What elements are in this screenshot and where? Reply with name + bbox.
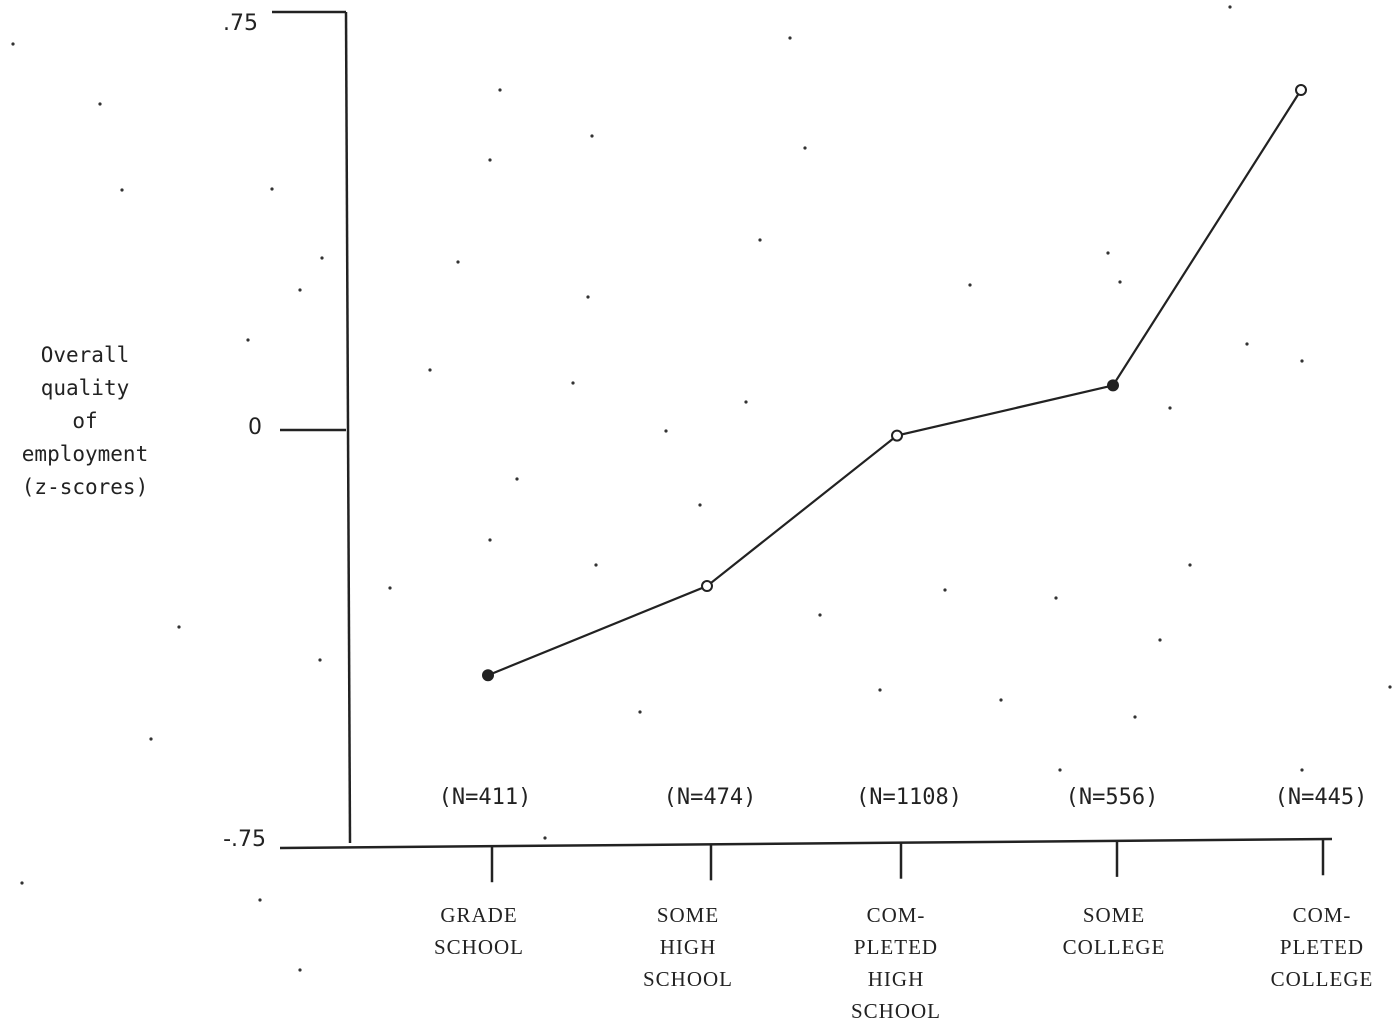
data-point — [1295, 84, 1307, 97]
sample-size-labels: (N=411) (N=474) (N=1108) (N=556) (N=445) — [439, 785, 1368, 810]
paper-speck — [488, 158, 492, 162]
paper-speck — [320, 256, 324, 260]
paper-speck — [498, 88, 502, 92]
category-label-line: SCHOOL — [643, 967, 733, 991]
paper-speck — [120, 188, 124, 192]
y-axis-label-line: employment — [22, 442, 148, 466]
paper-speck — [664, 429, 668, 433]
series — [482, 84, 1307, 682]
y-axis-label: Overall quality of employment (z-scores) — [22, 343, 148, 499]
paper-speck — [818, 613, 822, 617]
x-axis-line — [279, 837, 1333, 850]
paper-speck — [1168, 406, 1172, 410]
x-ticks — [490, 839, 1325, 883]
category-label-line: SOME — [1083, 903, 1145, 927]
category-label-line: COM- — [1293, 903, 1352, 927]
data-point — [701, 580, 713, 593]
category-labels: GRADE SCHOOL SOME HIGH SCHOOL COM- PLETED HIGH S… — [434, 903, 1374, 1023]
paper-speck — [1118, 280, 1122, 284]
data-point — [1107, 379, 1119, 392]
y-axis-label-line: (z-scores) — [22, 475, 148, 499]
paper-speck — [590, 134, 594, 138]
y-ticks: .75 0 -.75 — [223, 10, 346, 852]
y-axis-label-line: Overall — [41, 343, 130, 367]
paper-speck — [149, 737, 153, 741]
sample-size-label: (N=1108) — [856, 785, 962, 810]
paper-speck — [1158, 638, 1162, 642]
paper-speck — [594, 563, 598, 567]
category-label-line: SCHOOL — [851, 999, 941, 1023]
axes — [279, 11, 1333, 850]
data-point — [891, 429, 903, 442]
paper-speck — [1300, 768, 1304, 772]
category-label-line: COLLEGE — [1063, 935, 1166, 959]
paper-speck — [788, 36, 792, 40]
paper-speck — [428, 368, 432, 372]
paper-speck — [638, 710, 642, 714]
paper-speck — [258, 898, 262, 902]
category-label-line: HIGH — [868, 967, 925, 991]
paper-speck — [1245, 342, 1249, 346]
category-label-line: COM- — [867, 903, 926, 927]
paper-speck — [11, 42, 15, 46]
paper-speck — [1054, 596, 1058, 600]
category-label-line: PLETED — [854, 935, 938, 959]
category-label-line: PLETED — [1280, 935, 1364, 959]
paper-speck — [318, 658, 322, 662]
paper-speck — [456, 260, 460, 264]
paper-speck — [20, 881, 24, 885]
y-axis-label-line: of — [72, 409, 97, 433]
category-label-line: SCHOOL — [434, 935, 524, 959]
category-label-line: GRADE — [440, 903, 517, 927]
paper-speck — [543, 836, 547, 840]
paper-speck — [999, 698, 1003, 702]
y-axis-label-line: quality — [41, 376, 130, 400]
series-line — [487, 89, 1302, 677]
paper-speck — [515, 477, 519, 481]
category-label-line: SOME — [657, 903, 719, 927]
paper-speck — [1133, 715, 1137, 719]
y-tick-label: .75 — [223, 11, 258, 36]
paper-speck — [1228, 5, 1232, 9]
sample-size-label: (N=411) — [439, 785, 532, 810]
category-label-line: HIGH — [660, 935, 717, 959]
paper-speck — [246, 338, 250, 342]
paper-speck — [571, 381, 575, 385]
paper-specks — [11, 5, 1392, 972]
paper-speck — [298, 968, 302, 972]
paper-speck — [758, 238, 762, 242]
paper-speck — [270, 187, 274, 191]
paper-speck — [698, 503, 702, 507]
y-tick-label: -.75 — [223, 827, 266, 852]
paper-speck — [298, 288, 302, 292]
paper-speck — [388, 586, 392, 590]
paper-speck — [1388, 685, 1392, 689]
category-label-line: COLLEGE — [1271, 967, 1374, 991]
paper-speck — [1188, 563, 1192, 567]
sample-size-label: (N=556) — [1066, 785, 1159, 810]
paper-speck — [177, 625, 181, 629]
paper-speck — [943, 588, 947, 592]
paper-speck — [488, 538, 492, 542]
y-tick-label: 0 — [248, 415, 262, 440]
paper-speck — [968, 283, 972, 287]
paper-speck — [1300, 359, 1304, 363]
paper-speck — [1058, 768, 1062, 772]
paper-speck — [586, 295, 590, 299]
sample-size-label: (N=445) — [1275, 785, 1368, 810]
paper-speck — [1106, 251, 1110, 255]
sample-size-label: (N=474) — [664, 785, 757, 810]
paper-speck — [744, 400, 748, 404]
y-axis-line — [344, 11, 352, 844]
paper-speck — [878, 688, 882, 692]
paper-speck — [98, 102, 102, 106]
data-point — [482, 669, 494, 682]
paper-speck — [803, 146, 807, 150]
